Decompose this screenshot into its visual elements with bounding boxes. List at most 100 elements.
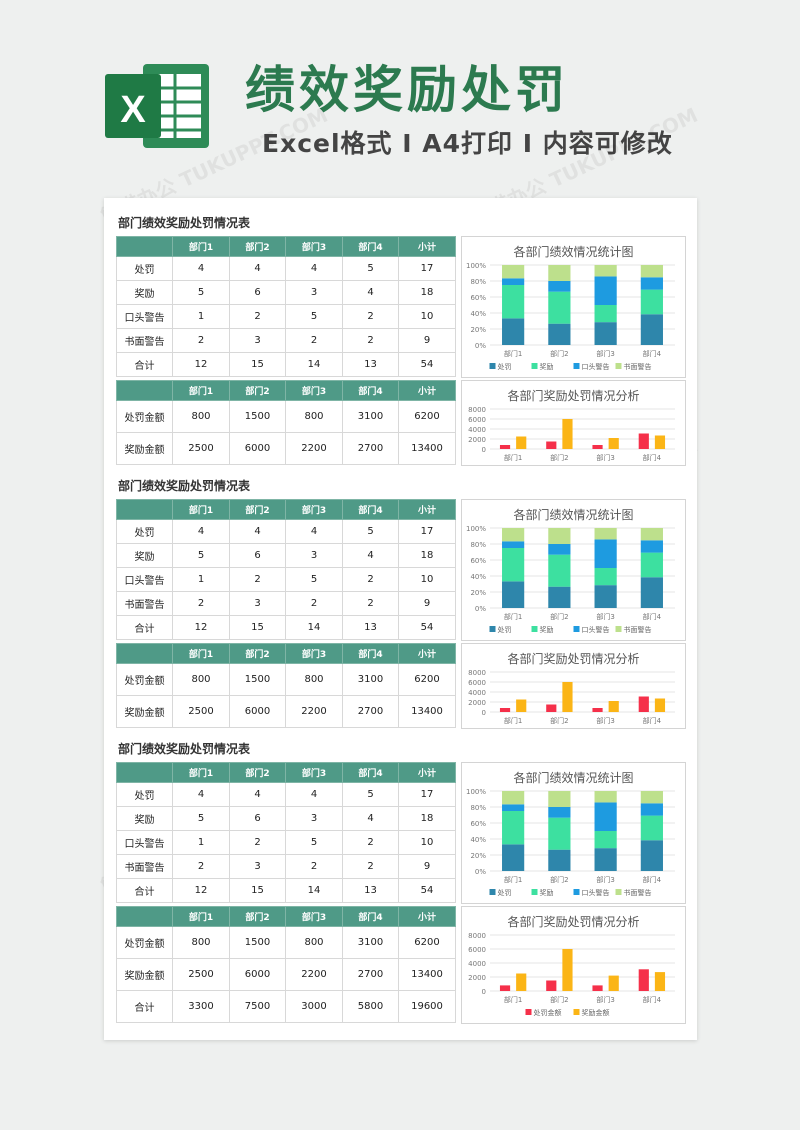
table-cell: 2 [342,304,399,329]
legend-swatch [615,889,622,895]
header-corner-cell [116,906,173,927]
legend-label: 口头警告 [582,625,610,634]
row-label: 合计 [116,615,173,640]
data-table: 部门1 部门2 部门3 部门4 小计 处罚金额 800 1500 800 3100 6200 奖励金额… [116,643,456,728]
row-label: 书面警告 [116,328,173,353]
table-cell: 800 [285,400,343,433]
table-row: 书面警告 2 3 2 2 9 [116,591,456,616]
y-tick-label: 60% [470,294,486,302]
data-table: 部门1 部门2 部门3 部门4 小计 处罚金额 800 1500 800 3100 6200 奖励金额… [116,906,456,1023]
chart-panel: 各部门绩效情况统计图 0% 20% 40% 60% 80% 100% 部门1 部门2 部门3 部门4… [461,499,686,641]
legend-label: 奖励金额 [582,1008,610,1017]
row-label: 奖励金额 [116,695,173,728]
table-row: 合计 12 15 14 13 54 [116,352,456,377]
table-cell: 4 [342,806,399,831]
row-label: 奖励 [116,280,173,305]
table-cell: 4 [285,256,343,281]
table-cell: 3 [285,806,343,831]
legend-label: 处罚 [498,362,512,371]
x-tick-label: 部门2 [550,349,568,358]
bar [608,975,619,991]
table-cell: 2 [229,830,286,855]
table-cell: 2 [172,328,230,353]
bar [499,445,511,449]
stacked-bar-segment [594,791,617,803]
table-cell: 2 [342,567,399,592]
table-cell: 1 [172,830,230,855]
row-label: 处罚 [116,782,173,807]
row-label: 处罚金额 [116,400,173,433]
column-header: 部门2 [229,499,286,520]
column-header: 部门2 [229,236,286,257]
stacked-bar-segment [548,281,571,292]
table-cell: 2200 [285,432,343,465]
chart-title: 各部门绩效情况统计图 [513,245,634,259]
table-cell: 5 [342,256,399,281]
row-label: 处罚金额 [116,926,173,959]
chart-plot: 0 2000 4000 6000 8000 部门1 部门2 部门3 部门4 [468,406,675,462]
table-cell: 2500 [172,958,230,991]
legend-label: 处罚 [498,625,512,634]
legend-label: 书面警告 [624,362,652,371]
stacked-bar-segment [640,803,663,816]
table-cell: 13 [342,352,399,377]
x-tick-label: 部门3 [596,716,614,725]
x-tick-label: 部门4 [643,995,662,1004]
stacked-bar-segment [548,528,571,544]
table-header-row: 部门1 部门2 部门3 部门4 小计 [116,762,456,783]
x-tick-label: 部门4 [643,875,662,884]
table-cell: 4 [172,519,230,544]
table-cell: 3 [285,280,343,305]
table-cell: 18 [398,806,456,831]
y-tick-label: 60% [470,557,486,565]
y-tick-label: 6000 [468,679,486,687]
header-corner-cell [116,236,173,257]
bar [562,949,573,991]
bar [638,433,649,449]
x-tick-label: 部门3 [596,453,614,462]
chart-panel: 各部门奖励处罚情况分析 0 2000 4000 6000 8000 部门1 部门2 部门3 部门4 [461,380,686,466]
table-cell: 4 [172,782,230,807]
data-table: 部门1 部门2 部门3 部门4 小计 处罚金额 800 1500 800 3100 6200 奖励金额… [116,380,456,465]
table-cell: 4 [342,543,399,568]
row-label: 口头警告 [116,567,173,592]
table-cell: 13400 [398,958,456,991]
stacked-bar-segment [502,581,525,608]
table-cell: 3 [229,854,286,879]
table-cell: 2 [342,854,399,879]
table-row: 口头警告 1 2 5 2 10 [116,830,456,855]
bar [608,438,619,449]
column-header: 部门4 [342,906,399,927]
stacked-bar-segment [640,791,663,804]
header-corner-cell [116,380,173,401]
table-cell: 18 [398,280,456,305]
table-cell: 5 [172,806,230,831]
table-cell: 5 [172,280,230,305]
column-header: 部门3 [285,762,343,783]
stacked-bar-segment [640,277,663,290]
table-cell: 5 [285,830,343,855]
stacked-bar-segment [548,554,571,587]
table-cell: 4 [285,519,343,544]
stacked-bar-segment [502,811,525,845]
row-label: 合计 [116,990,173,1023]
table-row: 口头警告 1 2 5 2 10 [116,567,456,592]
section-title: 部门绩效奖励处罚情况表 [118,216,251,230]
bar [499,985,511,991]
stacked-bar-segment [502,278,525,285]
row-label: 奖励金额 [116,958,173,991]
table-row: 处罚金额 800 1500 800 3100 6200 [116,400,456,433]
table-cell: 5 [342,782,399,807]
y-tick-label: 40% [470,836,486,844]
stacked-bar-segment [594,831,617,849]
table-header-row: 部门1 部门2 部门3 部门4 小计 [116,499,456,520]
legend-label: 处罚 [498,888,512,897]
x-tick-label: 部门2 [550,716,568,725]
stacked-bar-segment [640,528,663,541]
y-tick-label: 100% [466,788,486,796]
data-table: 部门1 部门2 部门3 部门4 小计 处罚 4 4 4 5 17 奖励 5 6 3 4 18 口头警告 1 2 5 2 10… [116,236,456,377]
column-header: 部门1 [172,643,230,664]
table-cell: 3 [285,543,343,568]
bar [592,708,603,712]
table-cell: 2 [229,304,286,329]
